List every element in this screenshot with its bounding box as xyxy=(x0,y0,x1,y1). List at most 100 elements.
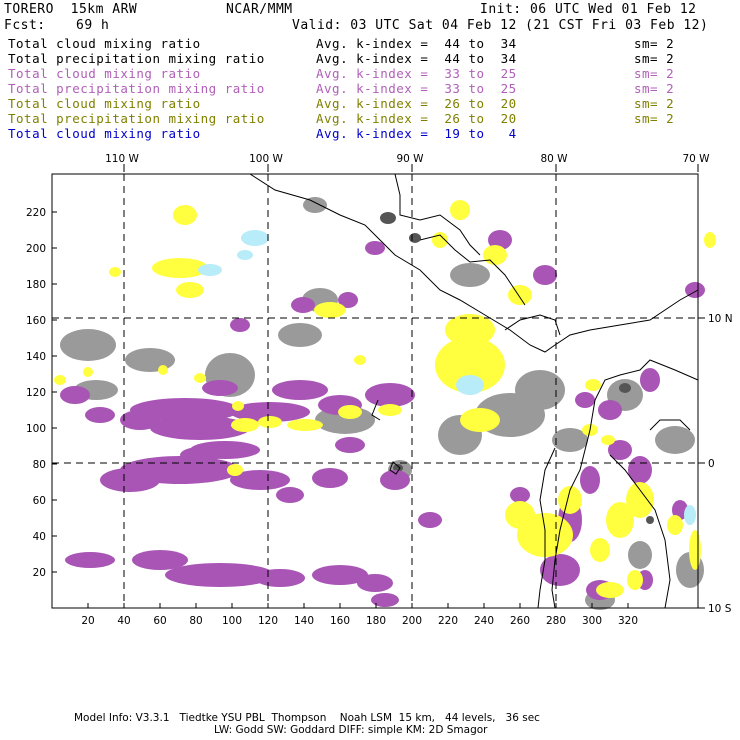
gray-cloud-area xyxy=(655,426,695,454)
x-tick-label: 120 xyxy=(258,615,278,627)
y-tick-label: 200 xyxy=(26,243,46,255)
purple-cloud-area xyxy=(357,574,393,592)
coastlines xyxy=(249,173,699,609)
x-tick-label: 200 xyxy=(402,615,422,627)
legend-sm: sm= 2 xyxy=(634,81,675,96)
purple-cloud-area xyxy=(202,380,238,396)
yellow-cloud-area xyxy=(483,245,507,265)
yellow-cloud-area xyxy=(558,486,582,514)
plot-frame xyxy=(51,173,699,609)
axis-ticks: 110 W 100 W 90 W 80 W 70 W 10 N 0 10 S 20 40 60 80 1… xyxy=(26,153,733,627)
legend-sm: sm= 2 xyxy=(634,111,675,126)
yellow-cloud-area xyxy=(287,419,323,431)
purple-cloud-area xyxy=(100,468,160,492)
model-info-line2: LW: Godd SW: Goddard DIFF: simple KM: 2D… xyxy=(214,724,488,736)
lon-label: 90 W xyxy=(396,153,424,165)
legend-field: Total cloud mixing ratio xyxy=(8,36,201,51)
purple-cloud-area xyxy=(230,318,250,332)
legend-sm: sm= 2 xyxy=(634,96,675,111)
model-info-line1: Model Info: V3.3.1 Tiedtke YSU PBL Thomp… xyxy=(74,712,540,724)
yellow-cloud-area xyxy=(627,570,643,590)
org-label: NCAR/MMM xyxy=(226,2,293,17)
coastline xyxy=(419,234,526,306)
lat-label: 10 N xyxy=(708,313,733,325)
x-tick-label: 280 xyxy=(546,615,566,627)
yellow-cloud-area xyxy=(258,416,282,428)
y-tick-label: 40 xyxy=(33,531,46,543)
yellow-cloud-area xyxy=(54,375,66,385)
legend-sm: sm= 2 xyxy=(634,51,675,66)
yellow-cloud-area xyxy=(460,408,500,432)
dark-gray-core xyxy=(619,383,631,393)
dark-gray-core xyxy=(393,464,403,472)
legend-field: Total precipitation mixing ratio xyxy=(8,111,265,126)
yellow-cloud-area xyxy=(194,373,206,383)
dark-gray-core xyxy=(646,516,654,524)
purple-cloud-area xyxy=(65,552,115,568)
y-tick-label: 100 xyxy=(26,423,46,435)
yellow-cloud-area xyxy=(354,355,366,365)
yellow-cloud-area xyxy=(152,258,208,278)
lon-label: 100 W xyxy=(249,153,283,165)
dark-gray-core xyxy=(380,212,396,224)
purple-cloud-area xyxy=(533,265,557,285)
gray-cloud-area xyxy=(552,428,588,452)
purple-cloud-area xyxy=(510,487,530,503)
purple-cloud-area xyxy=(85,407,115,423)
legend-field: Total precipitation mixing ratio xyxy=(8,51,265,66)
purple-cloud-area xyxy=(628,456,652,484)
x-tick-label: 300 xyxy=(582,615,602,627)
legend-kindex: Avg. k-index = 33 to 25 xyxy=(316,66,517,81)
gray-cloud-area xyxy=(628,541,652,569)
yellow-cloud-area xyxy=(505,501,535,529)
legend-sm: sm= 2 xyxy=(634,66,675,81)
purple-cloud-area xyxy=(230,402,310,422)
yellow-cloud-area xyxy=(176,282,204,298)
valid-time: Valid: 03 UTC Sat 04 Feb 12 (21 CST Fri … xyxy=(292,18,709,33)
yellow-cloud-area xyxy=(590,538,610,562)
purple-cloud-area xyxy=(60,386,90,404)
lat-label: 0 xyxy=(708,458,715,470)
yellow-cloud-area xyxy=(83,367,93,377)
cloud-fields xyxy=(54,197,716,610)
purple-cloud-area xyxy=(365,383,415,407)
legend-sm: sm= 2 xyxy=(634,36,675,51)
yellow-cloud-area xyxy=(606,502,634,538)
coastline xyxy=(249,173,699,353)
purple-cloud-area xyxy=(120,410,160,430)
yellow-cloud-area xyxy=(109,267,121,277)
purple-cloud-area xyxy=(338,292,358,308)
yellow-cloud-area xyxy=(338,405,362,419)
lat-lon-grid xyxy=(52,174,698,608)
lon-label: 110 W xyxy=(105,153,139,165)
purple-cloud-area xyxy=(365,241,385,255)
x-tick-label: 180 xyxy=(366,615,386,627)
yellow-cloud-area xyxy=(601,435,615,445)
yellow-cloud-area xyxy=(435,337,505,393)
yellow-cloud-area xyxy=(445,314,495,346)
yellow-cloud-area xyxy=(173,205,197,225)
x-tick-label: 20 xyxy=(81,615,94,627)
yellow-cloud-area xyxy=(450,200,470,220)
model-title: TORERO 15km ARW xyxy=(4,2,138,17)
y-tick-label: 80 xyxy=(33,459,46,471)
yellow-cloud-area xyxy=(508,285,532,305)
purple-cloud-area xyxy=(312,468,348,488)
gray-cloud-area xyxy=(278,323,322,347)
purple-cloud-area xyxy=(580,466,600,494)
lon-label: 80 W xyxy=(540,153,568,165)
purple-cloud-area xyxy=(276,487,304,503)
yellow-cloud-area xyxy=(704,232,716,248)
yellow-cloud-area xyxy=(585,379,601,391)
purple-cloud-area xyxy=(640,368,660,392)
legend-field: Total cloud mixing ratio xyxy=(8,66,201,81)
yellow-cloud-area xyxy=(227,464,243,476)
coastline xyxy=(649,419,691,431)
lat-label: 10 S xyxy=(708,603,732,615)
purple-cloud-area xyxy=(380,470,410,490)
yellow-cloud-area xyxy=(232,401,244,411)
x-tick-label: 320 xyxy=(618,615,638,627)
purple-cloud-area xyxy=(165,563,275,587)
legend-kindex: Avg. k-index = 19 to 4 xyxy=(316,126,517,141)
